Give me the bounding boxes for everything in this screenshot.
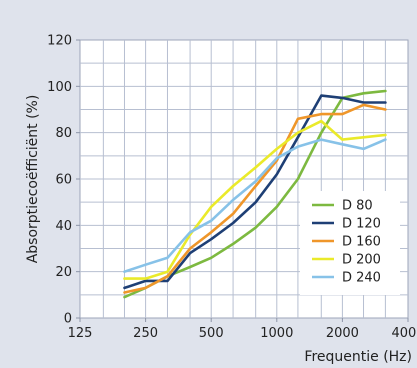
axis-layer: 0 20 40 60 80 100 120 125 250 500 1000 2000 4000 xyxy=(47,34,417,342)
y-tick-label: 60 xyxy=(55,173,72,188)
series-line-d-120 xyxy=(123,94,387,290)
y-axis-title: Absorptiecoëfficiënt (%) xyxy=(25,95,41,264)
legend: D 80 D 120 D 160 D 200 D 240 xyxy=(300,191,400,295)
legend-label: D 240 xyxy=(342,271,381,286)
legend-label: D 160 xyxy=(342,235,381,250)
grid-layer xyxy=(79,39,409,319)
y-tick-label: 0 xyxy=(64,312,72,327)
x-axis-title: Frequentie (Hz) xyxy=(304,349,412,365)
series-line-d-200 xyxy=(123,119,387,280)
y-tick-label: 80 xyxy=(55,126,72,141)
x-tick-label: 4000 xyxy=(391,326,417,341)
y-tick-label: 40 xyxy=(55,219,72,234)
x-tick-label: 500 xyxy=(199,326,224,341)
series-line-d-160 xyxy=(123,103,387,294)
x-tick-label: 1000 xyxy=(260,326,293,341)
x-tick-label: 2000 xyxy=(326,326,359,341)
y-tick-label: 120 xyxy=(47,34,72,49)
x-tick-label: 250 xyxy=(133,326,158,341)
y-tick-label: 100 xyxy=(47,80,72,95)
legend-label: D 120 xyxy=(342,217,381,232)
legend-label: D 80 xyxy=(342,199,373,214)
x-tick-label: 125 xyxy=(68,326,93,341)
series-layer xyxy=(123,89,387,299)
y-tick-label: 20 xyxy=(55,265,72,280)
legend-label: D 200 xyxy=(342,253,381,268)
series-line-d-240 xyxy=(123,138,387,274)
